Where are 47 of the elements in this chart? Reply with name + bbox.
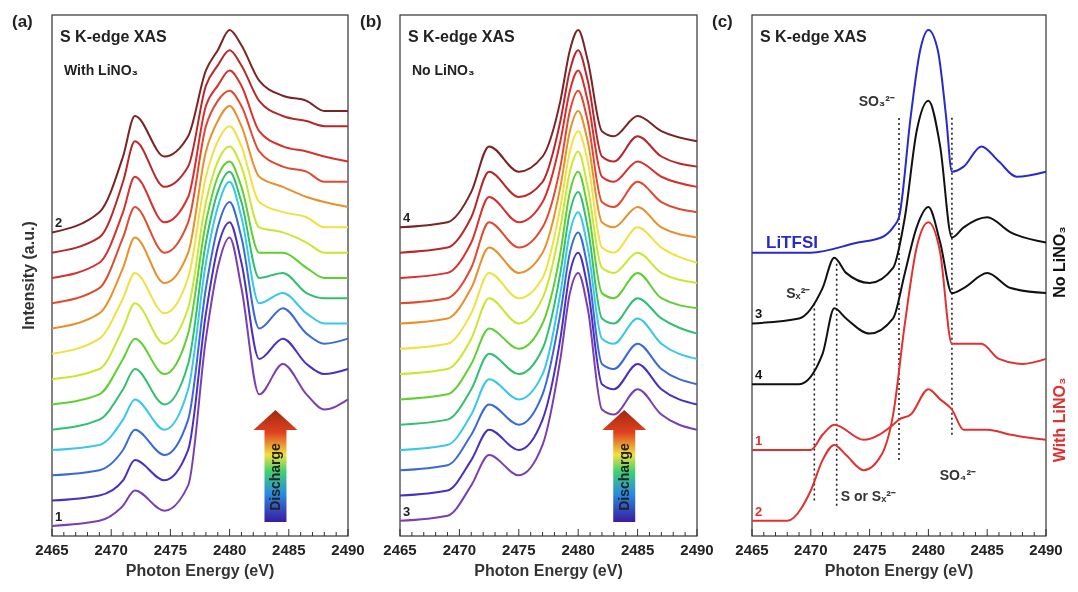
x-tick-label: 2485 <box>272 541 306 558</box>
annotation: Discharge <box>616 442 633 511</box>
x-tick-label: 2465 <box>735 541 769 558</box>
y-axis-title: Intensity (a.u.) <box>20 221 37 330</box>
ref-line-label: SO₄²⁻ <box>939 467 977 484</box>
series-label: 4 <box>403 210 411 226</box>
x-axis-title: Photon Energy (eV) <box>125 562 275 579</box>
x-tick-label: 2490 <box>1029 541 1063 558</box>
chart-subtitle: S K-edge XAS <box>60 28 168 45</box>
series-label: 2 <box>55 215 63 231</box>
chart-title: (b) <box>360 12 382 31</box>
series-label: 1 <box>55 508 63 524</box>
chart-title: (c) <box>712 12 733 31</box>
series-label: LiTFSI <box>766 232 818 252</box>
x-tick-label: 2475 <box>502 541 536 558</box>
x-tick-label: 2485 <box>970 541 1004 558</box>
annotation: Discharge <box>267 442 284 511</box>
chart-subtitle: S K-edge XAS <box>760 28 868 45</box>
x-tick-label: 2490 <box>680 541 714 558</box>
x-tick-label: 2480 <box>212 541 247 558</box>
text: No LiNO₃ <box>1051 226 1068 298</box>
series-label: 2 <box>755 503 763 519</box>
ref-line-label: Sₓ²⁻ <box>786 285 811 302</box>
ref-line-label: S or Sₓ²⁻ <box>840 487 896 504</box>
annotation: No LiNO₃ <box>412 62 475 78</box>
x-tick-label: 2465 <box>35 541 69 558</box>
ref-line-label: SO₃²⁻ <box>858 92 895 109</box>
series-label: 1 <box>755 432 763 448</box>
x-tick-label: 2480 <box>911 541 946 558</box>
x-tick-label: 2470 <box>94 541 128 558</box>
chart-subtitle: S K-edge XAS <box>408 28 516 45</box>
x-tick-label: 2480 <box>561 541 595 558</box>
chart-title: (a) <box>12 12 33 31</box>
annotation: With LiNO₃ <box>64 62 138 78</box>
x-axis-title: Photon Energy (eV) <box>474 562 623 579</box>
x-tick-label: 2475 <box>852 541 887 558</box>
x-tick-label: 2475 <box>153 541 188 558</box>
series-label: 3 <box>755 306 763 322</box>
x-tick-label: 2490 <box>331 541 365 558</box>
text: With LiNO₃ <box>1051 377 1068 463</box>
x-tick-label: 2485 <box>620 541 655 558</box>
series-label: 3 <box>403 503 411 519</box>
series-label: 4 <box>755 367 763 383</box>
x-tick-label: 2470 <box>442 541 477 558</box>
x-tick-label: 2465 <box>383 541 417 558</box>
x-tick-label: 2470 <box>794 541 828 558</box>
x-axis-title: Photon Energy (eV) <box>824 562 974 579</box>
